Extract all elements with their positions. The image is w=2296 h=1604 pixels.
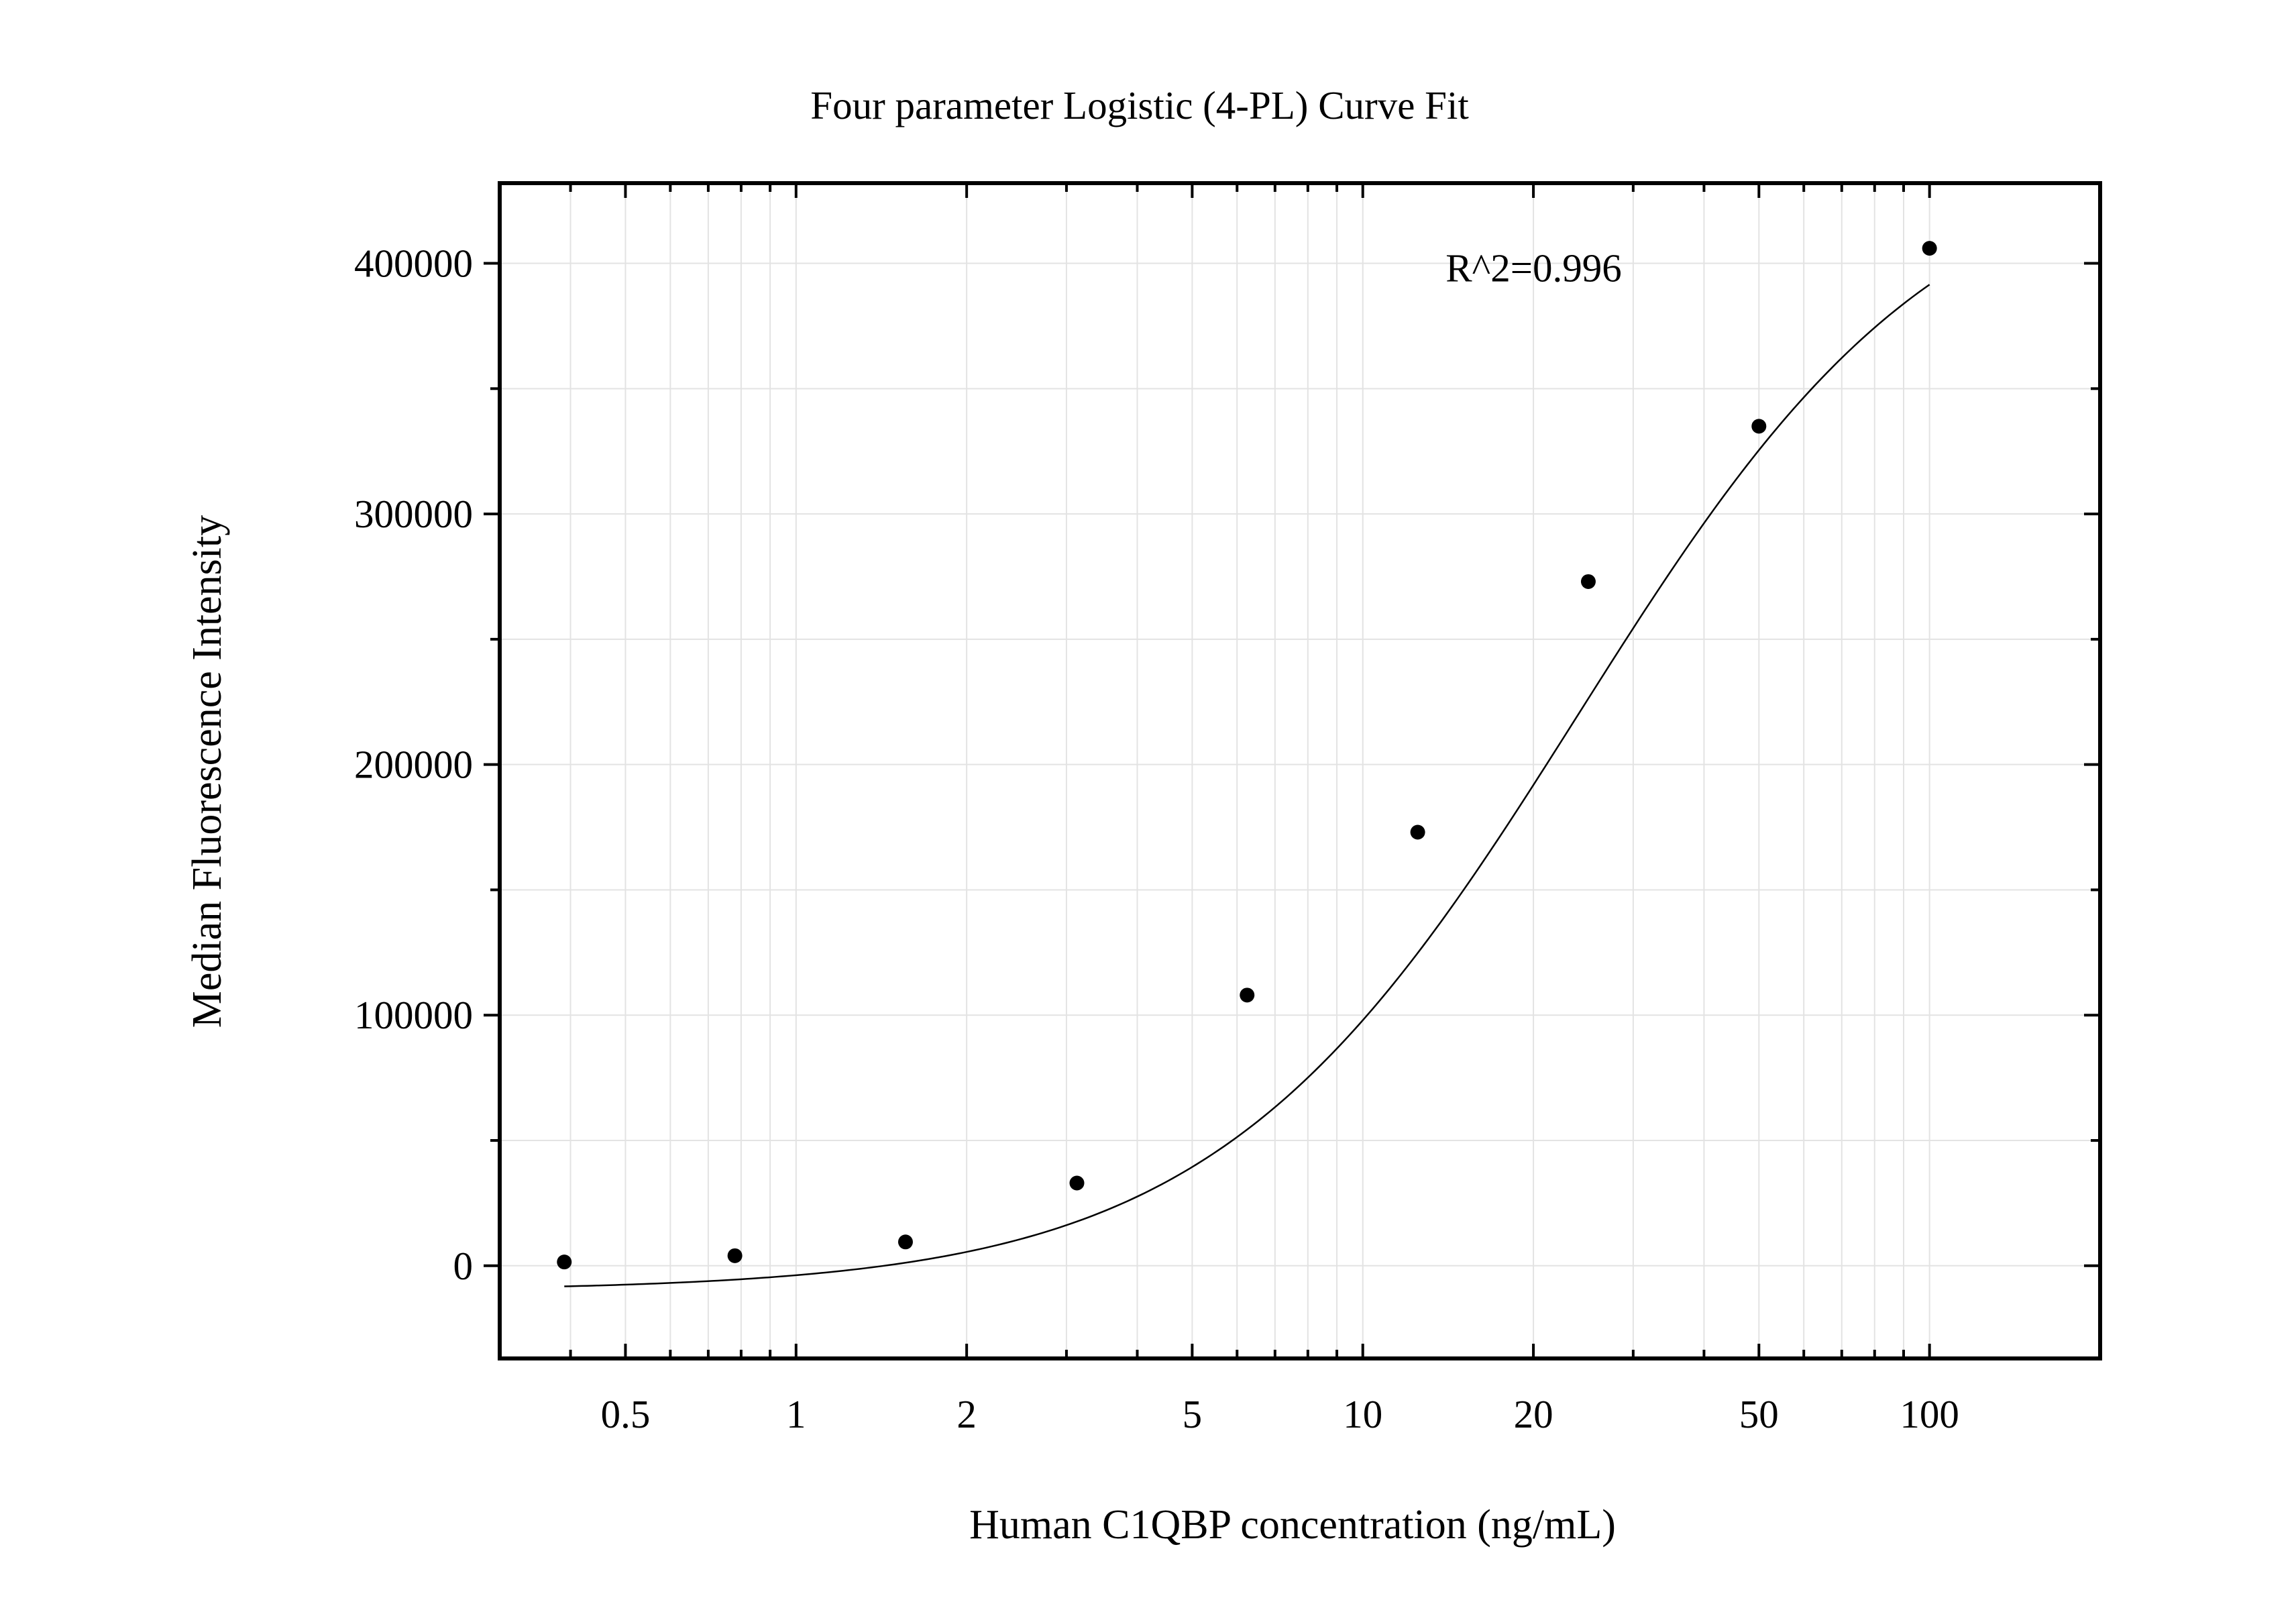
- data-point: [1069, 1175, 1085, 1191]
- x-tick-label: 0.5: [601, 1392, 651, 1436]
- y-tick-label: 100000: [354, 993, 473, 1037]
- plot-frame: [498, 181, 2102, 1360]
- data-point: [557, 1254, 572, 1270]
- x-tick-label: 100: [1900, 1392, 1959, 1436]
- data-point: [1580, 574, 1596, 589]
- x-tick-label: 50: [1739, 1392, 1779, 1436]
- points-layer: [557, 241, 1937, 1270]
- y-tick-label: 300000: [354, 492, 473, 536]
- data-point: [897, 1234, 913, 1250]
- data-point: [1751, 419, 1767, 434]
- data-point: [727, 1248, 743, 1263]
- r-squared-annotation: R^2=0.996: [1445, 246, 1622, 290]
- x-tick-label: 10: [1343, 1392, 1382, 1436]
- x-tick-label: 2: [956, 1392, 977, 1436]
- y-axis-label: Median Fluorescence Intensity: [184, 515, 230, 1028]
- data-point: [1240, 987, 1255, 1003]
- y-tick-label: 400000: [354, 242, 473, 286]
- chart-title: Four parameter Logistic (4-PL) Curve Fit: [810, 83, 1469, 127]
- fit-curve: [564, 284, 1930, 1287]
- curve-layer: [564, 284, 1930, 1287]
- x-tick-label: 20: [1514, 1392, 1553, 1436]
- x-tick-label: 5: [1183, 1392, 1203, 1436]
- y-tick-label: 200000: [354, 743, 473, 787]
- y-tick-label: 0: [453, 1244, 474, 1288]
- ticks-layer: 0.5 1 2 5 10 20 50 100 0 100000 200000 300000 400000: [354, 183, 2101, 1436]
- x-tick-label: 1: [786, 1392, 806, 1436]
- data-point: [1410, 824, 1425, 840]
- data-point: [1922, 241, 1937, 256]
- x-axis-label: Human C1QBP concentration (ng/mL): [969, 1502, 1616, 1548]
- grid-layer: [499, 183, 2101, 1358]
